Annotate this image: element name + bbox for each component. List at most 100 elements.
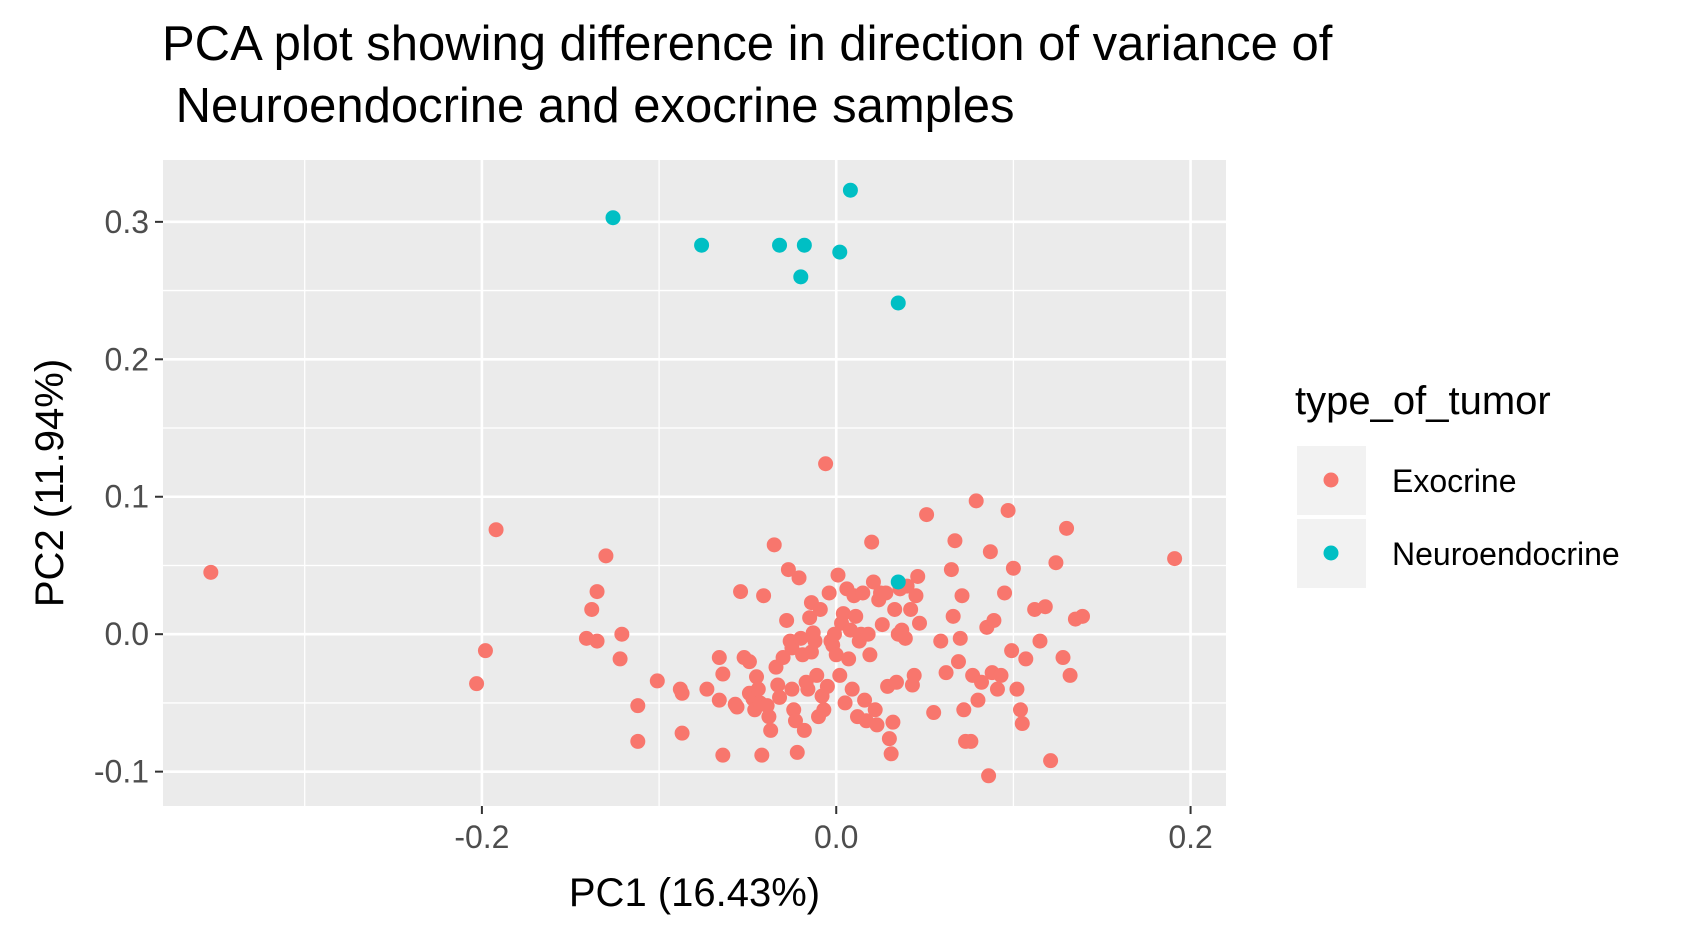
point-exocrine bbox=[954, 588, 970, 604]
point-exocrine bbox=[908, 588, 924, 604]
point-exocrine bbox=[912, 615, 928, 631]
point-exocrine bbox=[1167, 551, 1183, 567]
point-exocrine bbox=[584, 601, 600, 617]
point-neuroendocrine bbox=[793, 269, 809, 285]
point-neuroendocrine bbox=[694, 237, 710, 253]
point-exocrine bbox=[589, 633, 605, 649]
point-exocrine bbox=[750, 681, 766, 697]
point-exocrine bbox=[919, 507, 935, 523]
point-exocrine bbox=[729, 699, 745, 715]
point-exocrine bbox=[784, 640, 800, 656]
point-exocrine bbox=[1055, 650, 1071, 666]
point-exocrine bbox=[477, 643, 493, 659]
point-exocrine bbox=[982, 544, 998, 560]
x-axis-title: PC1 (16.43%) bbox=[569, 871, 820, 915]
point-exocrine bbox=[1014, 716, 1030, 732]
point-exocrine bbox=[756, 588, 772, 604]
point-exocrine bbox=[1012, 702, 1028, 718]
point-exocrine bbox=[807, 633, 823, 649]
x-tick-label: 0.2 bbox=[1168, 819, 1212, 855]
point-exocrine bbox=[938, 665, 954, 681]
point-exocrine bbox=[809, 667, 825, 683]
point-exocrine bbox=[883, 746, 899, 762]
point-exocrine bbox=[816, 702, 832, 718]
point-neuroendocrine bbox=[605, 210, 621, 226]
point-exocrine bbox=[903, 601, 919, 617]
point-exocrine bbox=[775, 650, 791, 666]
y-tick-label: 0.3 bbox=[105, 204, 149, 240]
point-exocrine bbox=[780, 562, 796, 578]
point-exocrine bbox=[802, 610, 818, 626]
point-exocrine bbox=[993, 667, 1009, 683]
point-exocrine bbox=[947, 533, 963, 549]
legend-entries: Exocrine Neuroendocrine bbox=[1297, 446, 1620, 588]
point-exocrine bbox=[612, 651, 628, 667]
point-exocrine bbox=[1018, 651, 1034, 667]
point-exocrine bbox=[818, 456, 834, 472]
point-exocrine bbox=[857, 692, 873, 708]
point-exocrine bbox=[1004, 643, 1020, 659]
x-tick-label: 0.0 bbox=[814, 819, 858, 855]
point-exocrine bbox=[950, 654, 966, 670]
major-gridlines bbox=[163, 160, 1226, 806]
point-exocrine bbox=[674, 725, 690, 741]
point-exocrine bbox=[952, 630, 968, 646]
point-exocrine bbox=[885, 714, 901, 730]
data-points bbox=[203, 182, 1183, 784]
point-exocrine bbox=[614, 626, 630, 642]
point-exocrine bbox=[793, 630, 809, 646]
point-exocrine bbox=[791, 570, 807, 586]
point-neuroendocrine bbox=[890, 574, 906, 590]
point-exocrine bbox=[763, 722, 779, 738]
point-exocrine bbox=[787, 713, 803, 729]
point-exocrine bbox=[837, 695, 853, 711]
point-exocrine bbox=[1037, 599, 1053, 615]
point-exocrine bbox=[674, 685, 690, 701]
point-exocrine bbox=[981, 768, 997, 784]
point-exocrine bbox=[887, 601, 903, 617]
x-axis: -0.2 0.0 0.2 bbox=[454, 806, 1213, 855]
point-neuroendocrine bbox=[796, 237, 812, 253]
point-exocrine bbox=[841, 651, 857, 667]
legend-title: type_of_tumor bbox=[1295, 379, 1551, 423]
point-exocrine bbox=[830, 567, 846, 583]
point-exocrine bbox=[800, 681, 816, 697]
point-exocrine bbox=[855, 585, 871, 601]
point-exocrine bbox=[989, 681, 1005, 697]
point-exocrine bbox=[786, 702, 802, 718]
point-exocrine bbox=[784, 681, 800, 697]
point-exocrine bbox=[963, 733, 979, 749]
point-exocrine bbox=[796, 722, 812, 738]
point-exocrine bbox=[759, 698, 775, 714]
point-exocrine bbox=[761, 709, 777, 725]
y-axis-title: PC2 (11.94%) bbox=[28, 359, 72, 607]
y-tick-label: 0.2 bbox=[105, 341, 149, 377]
legend: type_of_tumor Exocrine Neuroendocrine bbox=[1295, 379, 1620, 588]
point-exocrine bbox=[488, 522, 504, 538]
point-neuroendocrine bbox=[772, 237, 788, 253]
point-exocrine bbox=[741, 654, 757, 670]
point-exocrine bbox=[754, 747, 770, 763]
point-exocrine bbox=[772, 689, 788, 705]
point-exocrine bbox=[865, 574, 881, 590]
legend-label-exocrine: Exocrine bbox=[1392, 463, 1517, 499]
point-exocrine bbox=[1032, 633, 1048, 649]
y-tick-label: 0.1 bbox=[105, 479, 149, 515]
point-exocrine bbox=[1062, 667, 1078, 683]
point-exocrine bbox=[835, 606, 851, 622]
point-exocrine bbox=[733, 584, 749, 600]
legend-label-neuroendocrine: Neuroendocrine bbox=[1392, 536, 1620, 572]
point-exocrine bbox=[832, 667, 848, 683]
point-exocrine bbox=[844, 681, 860, 697]
chart-title-line-2: Neuroendocrine and exocrine samples bbox=[162, 79, 1015, 133]
point-exocrine bbox=[848, 608, 864, 624]
point-exocrine bbox=[860, 626, 876, 642]
point-exocrine bbox=[943, 562, 959, 578]
point-exocrine bbox=[1048, 555, 1064, 571]
y-tick-label: -0.1 bbox=[94, 754, 149, 790]
legend-swatch-neuroendocrine bbox=[1323, 545, 1339, 561]
point-exocrine bbox=[869, 717, 885, 733]
point-exocrine bbox=[589, 584, 605, 600]
point-exocrine bbox=[1074, 608, 1090, 624]
point-exocrine bbox=[933, 633, 949, 649]
